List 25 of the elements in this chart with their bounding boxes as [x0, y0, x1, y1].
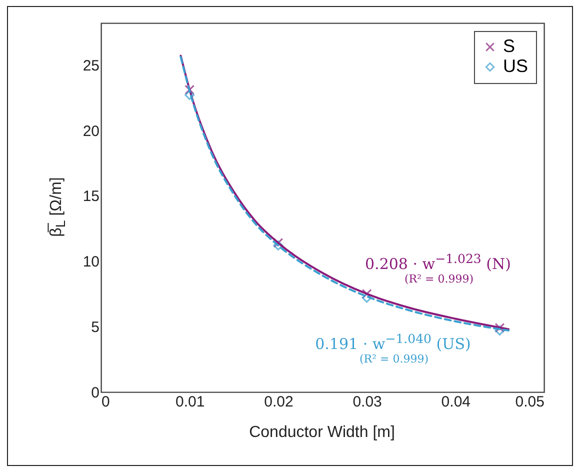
legend-label: S	[503, 36, 516, 56]
x-tick-label: 0.02	[264, 394, 294, 410]
x-tick-label: 0.04	[441, 394, 470, 410]
point	[273, 238, 284, 248]
point	[494, 322, 505, 333]
point	[184, 90, 195, 100]
y-tick-label: 25	[82, 57, 100, 74]
x-tick-label: 0	[102, 394, 110, 410]
y-tick-label: 10	[82, 254, 100, 271]
point	[184, 84, 195, 95]
annotation: 0.191 · w$^{−1.040}$ (US)	[315, 331, 471, 353]
legend-label: US	[503, 56, 528, 76]
point	[494, 326, 505, 336]
y-tick-label: 5	[91, 319, 100, 336]
point	[362, 292, 372, 303]
x-tick-label: 0.03	[352, 394, 382, 410]
y-tick-label: 20	[82, 122, 100, 140]
point	[273, 240, 284, 250]
annotation: 0.208 · w$^{−1.023}$ (N)	[365, 251, 511, 273]
annotation: (R² = 0.999)	[404, 272, 474, 286]
x-axis-title: Conductor Width [m]	[249, 424, 395, 442]
y-tick-label: 15	[82, 188, 100, 206]
x-tick-label: 0.01	[176, 394, 205, 410]
annotation: (R² = 0.999)	[360, 352, 428, 366]
x-tick-label: 0.05	[515, 394, 544, 410]
